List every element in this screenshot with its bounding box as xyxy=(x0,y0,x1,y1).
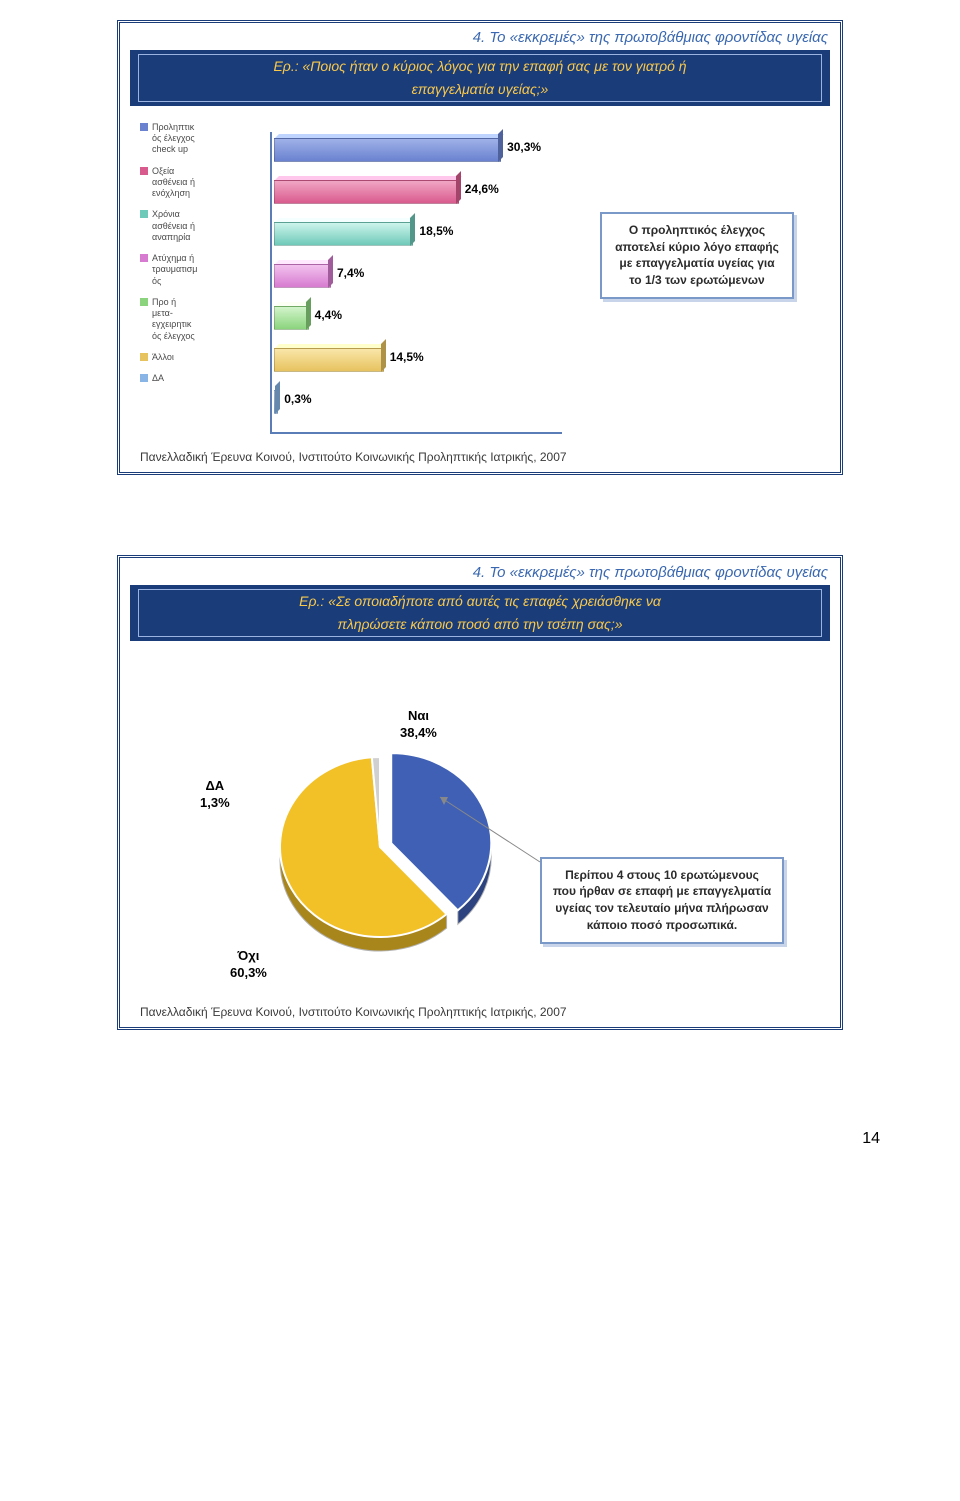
bar-value-label: 0,3% xyxy=(276,392,311,406)
bar: 0,3% xyxy=(274,386,276,414)
bar-value-label: 4,4% xyxy=(307,308,342,322)
legend-item: Προληπτικός έλεγχοςcheck up xyxy=(140,122,250,156)
legend-item: ΔΑ xyxy=(140,373,250,384)
legend-label: Ατύχημα ήτραυματισμός xyxy=(152,253,197,287)
bar-value-label: 14,5% xyxy=(382,350,424,364)
legend-label: Χρόνιαασθένεια ήαναπηρία xyxy=(152,209,195,243)
footer-source: Πανελλαδική Έρευνα Κοινού, Ινστιτούτο Κο… xyxy=(140,450,567,464)
pie-area: Ναι 38,4% ΔΑ 1,3% Όχι 60,3% Περίπου 4 στ… xyxy=(120,657,840,997)
pie-label-value: 60,3% xyxy=(230,965,267,980)
legend-label: Προ ήμετα-εγχειρητικός έλεγχος xyxy=(152,297,195,342)
legend-swatch xyxy=(140,353,148,361)
bar: 24,6% xyxy=(274,176,457,204)
pie-label-value: 1,3% xyxy=(200,795,230,810)
question-box: Ερ.: «Σε οποιαδήποτε από αυτές τις επαφέ… xyxy=(130,585,830,641)
legend-label: ΔΑ xyxy=(152,373,164,384)
pie-label-name: Ναι xyxy=(408,708,429,723)
legend-item: Οξείαασθένεια ήενόχληση xyxy=(140,166,250,200)
bar-value-label: 7,4% xyxy=(329,266,364,280)
callout-leader-line xyxy=(430,737,550,877)
legend-item: Ατύχημα ήτραυματισμός xyxy=(140,253,250,287)
bar: 4,4% xyxy=(274,302,307,330)
legend-swatch xyxy=(140,123,148,131)
section-title: 4. Το «εκκρεμές» της πρωτοβάθμιας φροντί… xyxy=(120,558,840,585)
legend-swatch xyxy=(140,374,148,382)
callout-box: Ο προληπτικός έλεγχος αποτελεί κύριο λόγ… xyxy=(600,212,794,299)
footer-source: Πανελλαδική Έρευνα Κοινού, Ινστιτούτο Κο… xyxy=(140,1005,567,1019)
panel-2-pie-chart: 4. Το «εκκρεμές» της πρωτοβάθμιας φροντί… xyxy=(117,555,843,1030)
question-line-2: επαγγελματία υγείας;» xyxy=(139,78,821,101)
legend-swatch xyxy=(140,167,148,175)
bar: 7,4% xyxy=(274,260,329,288)
legend-swatch xyxy=(140,210,148,218)
legend-label: Άλλοι xyxy=(152,352,174,363)
legend-label: Προληπτικός έλεγχοςcheck up xyxy=(152,122,195,156)
legend-item: Άλλοι xyxy=(140,352,250,363)
legend-swatch xyxy=(140,298,148,306)
pie-label-no: Όχι 60,3% xyxy=(230,947,267,982)
page-number: 14 xyxy=(0,1110,960,1158)
question-box: Ερ.: «Ποιος ήταν ο κύριος λόγος για την … xyxy=(130,50,830,106)
question-line-1: Ερ.: «Ποιος ήταν ο κύριος λόγος για την … xyxy=(139,55,821,78)
bar: 18,5% xyxy=(274,218,411,246)
bar-value-label: 30,3% xyxy=(499,140,541,154)
question-line-1: Ερ.: «Σε οποιαδήποτε από αυτές τις επαφέ… xyxy=(139,590,821,613)
bar: 30,3% xyxy=(274,134,499,162)
chart-plot-area: 30,3% 24,6% 18,5% 7,4% 4,4% 14,5% 0,3% xyxy=(270,122,570,442)
bar-value-label: 24,6% xyxy=(457,182,499,196)
pie-label-name: Όχι xyxy=(238,948,260,963)
bar-value-label: 18,5% xyxy=(411,224,453,238)
pie-label-name: ΔΑ xyxy=(205,778,224,793)
bar-chart: Προληπτικός έλεγχοςcheck up Οξείαασθένεια… xyxy=(120,122,840,442)
legend-item: Προ ήμετα-εγχειρητικός έλεγχος xyxy=(140,297,250,342)
bar: 14,5% xyxy=(274,344,382,372)
callout-box: Περίπου 4 στους 10 ερωτώμενους που ήρθαν… xyxy=(540,857,784,944)
legend-label: Οξείαασθένεια ήενόχληση xyxy=(152,166,195,200)
panel-1-bar-chart: 4. Το «εκκρεμές» της πρωτοβάθμιας φροντί… xyxy=(117,20,843,475)
pie-label-na: ΔΑ 1,3% xyxy=(200,777,230,812)
section-title: 4. Το «εκκρεμές» της πρωτοβάθμιας φροντί… xyxy=(120,23,840,50)
legend-swatch xyxy=(140,254,148,262)
legend: Προληπτικός έλεγχοςcheck up Οξείαασθένεια… xyxy=(140,122,250,442)
question-line-2: πληρώσετε κάποιο ποσό από την τσέπη σας;… xyxy=(139,613,821,636)
legend-item: Χρόνιαασθένεια ήαναπηρία xyxy=(140,209,250,243)
